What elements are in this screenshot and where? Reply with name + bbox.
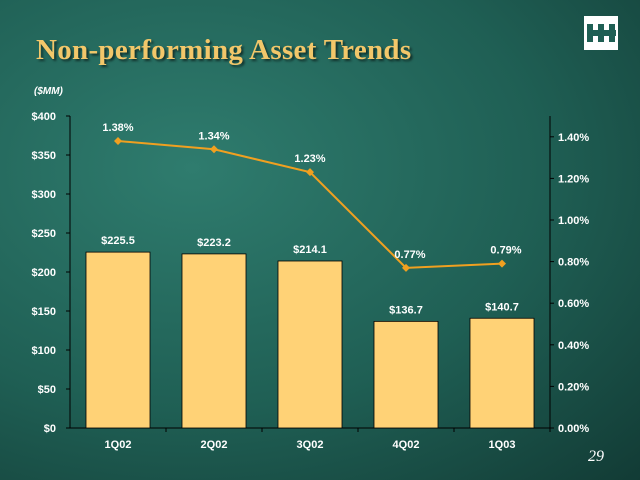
bar: [181, 253, 247, 429]
line-value-label: 0.79%: [490, 245, 521, 257]
x-tick-label: 1Q02: [105, 439, 132, 451]
line-value-label: 1.34%: [198, 130, 229, 142]
y-right-tick-label: 0.60%: [558, 298, 589, 310]
x-tick-label: 4Q02: [393, 439, 420, 451]
y-left-tick-label: $300: [32, 189, 56, 201]
bar-value-label: $214.1: [293, 244, 327, 256]
line-value-label: 1.38%: [102, 122, 133, 134]
y-right-tick-label: 1.40%: [558, 132, 589, 144]
bar: [469, 317, 535, 429]
y-left-tick-label: $0: [44, 423, 56, 435]
bar-value-label: $140.7: [485, 301, 519, 313]
bar: [85, 251, 151, 429]
page-number: 29: [588, 448, 604, 465]
bar: [277, 260, 343, 429]
y-right-tick-label: 1.00%: [558, 215, 589, 227]
page-title: Non-performing Asset Trends: [36, 34, 412, 66]
y-left-tick-label: $350: [32, 150, 56, 162]
y-right-tick-label: 0.40%: [558, 340, 589, 352]
y-right-tick-label: 0.20%: [558, 381, 589, 393]
line-point: [210, 145, 218, 154]
x-tick-label: 3Q02: [297, 439, 324, 451]
y-right-tick-label: 0.80%: [558, 257, 589, 269]
x-tick-label: 1Q03: [489, 439, 516, 451]
line-point: [498, 259, 506, 268]
bank-logo-icon: [584, 16, 618, 50]
line-point: [306, 168, 314, 177]
bar-value-label: $136.7: [389, 304, 423, 316]
line-value-label: 1.23%: [294, 153, 325, 165]
x-tick-label: 2Q02: [201, 439, 228, 451]
bar: [373, 320, 439, 429]
y-right-tick-label: 0.00%: [558, 423, 589, 435]
y-right-tick-label: 1.20%: [558, 173, 589, 185]
y-left-tick-label: $400: [32, 111, 56, 123]
line-value-label: 0.77%: [394, 249, 425, 261]
line-point: [402, 263, 410, 272]
bar-value-label: $225.5: [101, 235, 135, 247]
y-left-tick-label: $250: [32, 228, 56, 240]
y-left-tick-label: $150: [32, 306, 56, 318]
y-left-tick-label: $50: [38, 384, 56, 396]
y-left-tick-label: $100: [32, 345, 56, 357]
units-label: ($MM): [34, 86, 63, 97]
bar-value-label: $223.2: [197, 237, 231, 249]
line-point: [114, 136, 122, 145]
y-left-tick-label: $200: [32, 267, 56, 279]
